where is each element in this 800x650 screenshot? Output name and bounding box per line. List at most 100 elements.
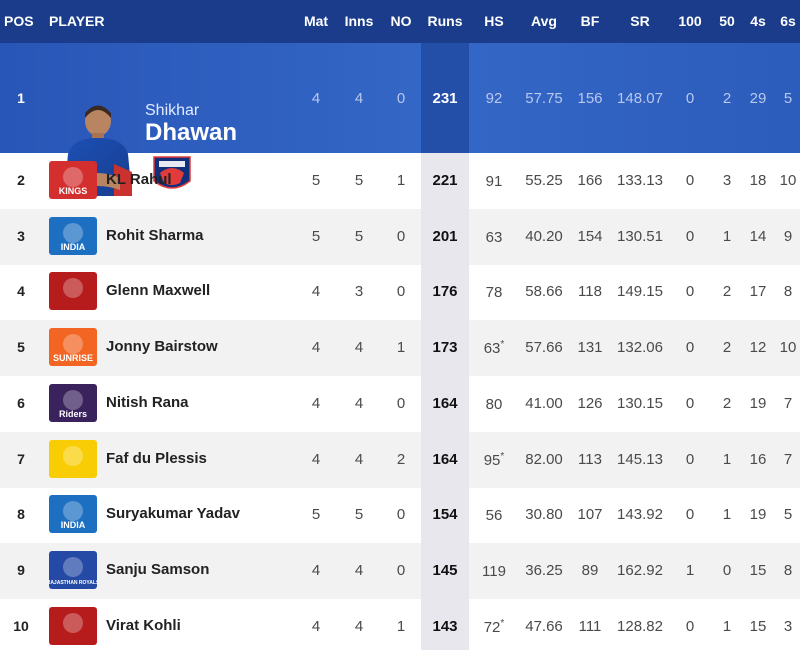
cell-sr: 130.15 bbox=[617, 394, 663, 412]
player-name[interactable]: Rohit Sharma bbox=[106, 226, 204, 244]
table-row[interactable]: 2 KINGS KL Rahul 5 5 1 221 91 55.25 166 133.13 0 3 18… bbox=[0, 153, 800, 209]
cell-fours: 18 bbox=[749, 172, 767, 189]
cell-runs: 145 bbox=[432, 561, 458, 579]
player-name[interactable]: Suryakumar Yadav bbox=[106, 505, 240, 523]
leader-last-name[interactable]: Dhawan bbox=[145, 119, 238, 146]
leader-avg: 57.75 bbox=[525, 90, 563, 107]
cell-runs: 176 bbox=[432, 283, 458, 301]
cell-bf: 111 bbox=[578, 617, 602, 635]
cell-hundreds: 0 bbox=[685, 506, 695, 524]
table-row[interactable]: 7 Faf du Plessis 4 4 2 164 95* 82.00 113 145.13 0 1… bbox=[0, 431, 800, 488]
header-player[interactable]: PLAYER bbox=[49, 13, 105, 29]
table-row[interactable]: 9 RAJASTHAN ROYALS Sanju Samson 4 4 0 145 119 36… bbox=[0, 542, 800, 599]
header-50[interactable]: 50 bbox=[719, 13, 735, 29]
player-name[interactable]: Sanju Samson bbox=[106, 560, 210, 578]
header-6s[interactable]: 6s bbox=[780, 13, 796, 29]
cell-fifties: 1 bbox=[722, 617, 732, 635]
cell-fours: 15 bbox=[749, 617, 767, 635]
cell-sixes: 7 bbox=[783, 394, 793, 412]
cell-inns: 5 bbox=[354, 506, 364, 524]
team-logo-icon: RAJASTHAN ROYALS bbox=[49, 550, 97, 589]
runs-column-highlight bbox=[421, 153, 469, 209]
cell-runs: 164 bbox=[432, 450, 458, 468]
cell-bf: 166 bbox=[577, 172, 603, 189]
header-inns[interactable]: Inns bbox=[344, 13, 374, 29]
table-row[interactable]: 10 Virat Kohli 4 4 1 143 72* 47.66 111 128.82 0 1 15… bbox=[0, 598, 800, 650]
team-logo-icon: Riders bbox=[49, 383, 97, 422]
header-4s[interactable]: 4s bbox=[750, 13, 766, 29]
cell-runs: 173 bbox=[432, 339, 458, 357]
cell-avg: 57.66 bbox=[525, 339, 563, 357]
cell-no: 0 bbox=[396, 394, 406, 412]
cell-inns: 5 bbox=[354, 227, 364, 245]
leader-50: 2 bbox=[722, 90, 732, 107]
runs-column-highlight bbox=[421, 542, 469, 599]
hs-value: 91 bbox=[485, 173, 503, 190]
cell-no: 0 bbox=[396, 227, 406, 245]
cell-sixes: 8 bbox=[783, 283, 793, 301]
runs-column-highlight bbox=[421, 264, 469, 321]
cell-fours: 19 bbox=[749, 506, 767, 524]
cell-sr: 132.06 bbox=[617, 339, 663, 357]
table-row[interactable]: 4 Glenn Maxwell 4 3 0 176 78 58.66 118 149.15 0 2 17… bbox=[0, 264, 800, 321]
cell-sr: 130.51 bbox=[617, 227, 663, 245]
leader-row[interactable]: 1 Shikhar Dhawan 4 4 0 231 bbox=[0, 43, 800, 196]
team-logo-icon: KINGS bbox=[49, 161, 97, 199]
player-name[interactable]: Virat Kohli bbox=[106, 616, 181, 634]
not-out-marker: * bbox=[500, 450, 505, 462]
cell-fours: 14 bbox=[749, 227, 767, 245]
cell-hundreds: 0 bbox=[685, 172, 695, 189]
cell-mat: 4 bbox=[311, 450, 321, 468]
table-header: POS PLAYER Mat Inns NO Runs HS Avg BF SR… bbox=[0, 0, 800, 43]
leader-pos: 1 bbox=[17, 90, 25, 106]
cell-runs: 201 bbox=[432, 227, 458, 245]
cell-sr: 133.13 bbox=[617, 172, 663, 189]
cell-sixes: 7 bbox=[783, 450, 793, 468]
svg-text:INDIA: INDIA bbox=[61, 242, 86, 252]
header-sr[interactable]: SR bbox=[630, 13, 650, 29]
cell-hundreds: 0 bbox=[685, 617, 695, 635]
delhi-capitals-logo-icon bbox=[153, 156, 191, 189]
table-row[interactable]: 3 INDIA Rohit Sharma 5 5 0 201 63 40.20 154 130.51… bbox=[0, 208, 800, 265]
header-no[interactable]: NO bbox=[390, 13, 412, 29]
row-pos: 9 bbox=[17, 561, 25, 578]
cell-avg: 47.66 bbox=[525, 617, 563, 635]
svg-text:Riders: Riders bbox=[59, 409, 87, 419]
header-avg[interactable]: Avg bbox=[531, 13, 557, 29]
player-name[interactable]: Glenn Maxwell bbox=[106, 282, 211, 300]
runs-column-highlight bbox=[421, 375, 469, 432]
header-hs[interactable]: HS bbox=[484, 13, 504, 29]
cell-fours: 16 bbox=[749, 450, 767, 468]
cell-sixes: 8 bbox=[783, 561, 793, 579]
leader-100: 0 bbox=[685, 90, 695, 107]
cell-fours: 19 bbox=[749, 394, 767, 412]
header-mat[interactable]: Mat bbox=[303, 13, 329, 29]
table-row[interactable]: 8 INDIA Suryakumar Yadav 5 5 0 154 56 30.80 107 14… bbox=[0, 487, 800, 544]
player-name[interactable]: KL Rahul bbox=[106, 171, 172, 188]
table-row[interactable]: 6 Riders Nitish Rana 4 4 0 164 80 41.00 126 130.15… bbox=[0, 375, 800, 432]
cell-hundreds: 0 bbox=[685, 394, 695, 412]
cell-mat: 4 bbox=[311, 617, 321, 635]
cell-fifties: 1 bbox=[722, 450, 732, 468]
cell-mat: 4 bbox=[311, 394, 321, 412]
cell-inns: 4 bbox=[354, 450, 364, 468]
cell-inns: 4 bbox=[354, 561, 364, 579]
cell-hs: 80 bbox=[486, 395, 503, 413]
cell-bf: 118 bbox=[578, 283, 602, 301]
header-bf[interactable]: BF bbox=[580, 13, 600, 29]
row-pos: 8 bbox=[17, 506, 25, 523]
player-name[interactable]: Jonny Bairstow bbox=[106, 338, 218, 356]
cell-fifties: 3 bbox=[722, 172, 732, 189]
player-name[interactable]: Faf du Plessis bbox=[106, 449, 207, 467]
player-name[interactable]: Nitish Rana bbox=[106, 393, 189, 411]
team-logo-icon: INDIA bbox=[49, 495, 97, 534]
cell-avg: 41.00 bbox=[525, 394, 563, 412]
team-logo-icon bbox=[49, 606, 97, 645]
header-pos[interactable]: POS bbox=[4, 13, 34, 29]
cell-no: 0 bbox=[396, 506, 406, 524]
header-100[interactable]: 100 bbox=[678, 13, 702, 29]
table-row[interactable]: 5 SUNRISE Jonny Bairstow 4 4 1 173 63* 57.66 131 1… bbox=[0, 320, 800, 377]
header-runs[interactable]: Runs bbox=[427, 13, 463, 29]
cell-mat: 4 bbox=[311, 561, 321, 579]
